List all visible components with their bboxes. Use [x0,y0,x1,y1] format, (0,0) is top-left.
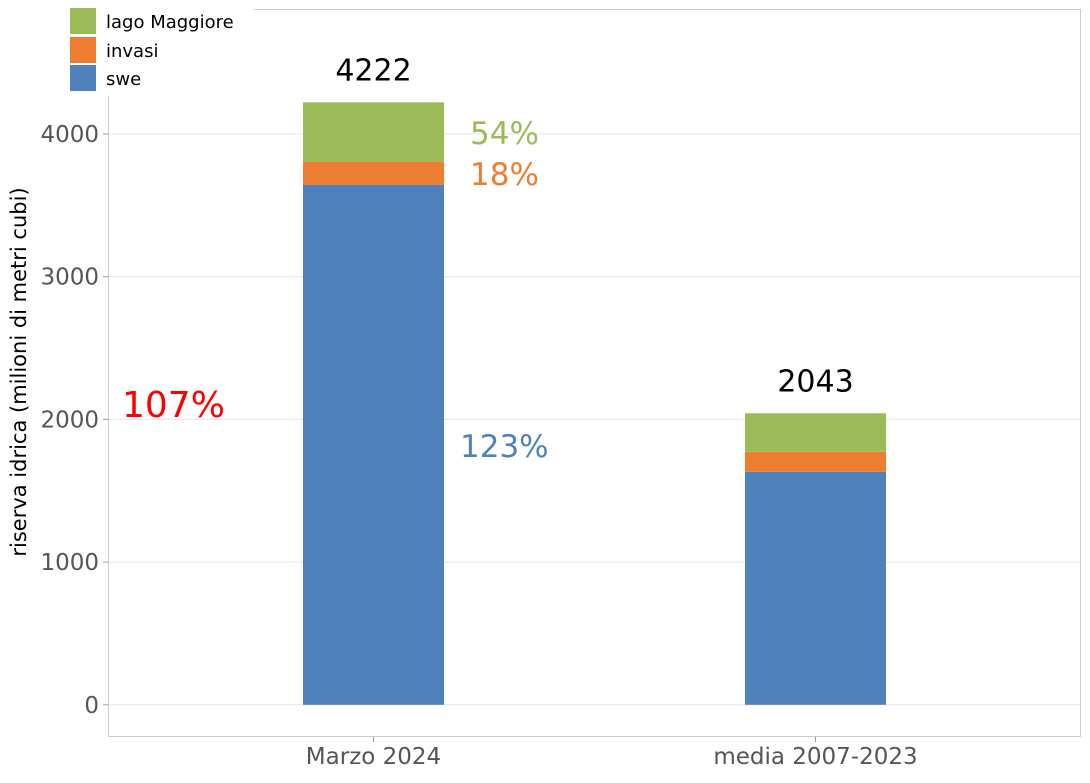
legend: lago Maggiore invasi swe [64,0,254,96]
y-tick-label: 1000 [40,550,99,576]
y-axis-ticks: 0 1000 2000 3000 4000 [40,122,108,719]
legend-swatch-lago [70,8,96,34]
bar-lago-maggiore [303,102,444,162]
legend-label-swe: swe [106,69,141,90]
plot-panel [108,9,1081,737]
legend-label-invasi: invasi [106,41,158,62]
x-axis-ticks: Marzo 2024 media 2007-2023 [306,737,918,770]
y-tick-label: 2000 [40,407,99,433]
bar-swe [745,471,886,705]
gridlines [109,133,1080,706]
y-tick-label: 3000 [40,265,99,291]
y-tick-label: 4000 [40,122,99,148]
annotation-invasi-pct: 18% [470,157,539,193]
legend-swatch-swe [70,65,96,91]
bars [303,102,886,705]
x-tick-label: media 2007-2023 [713,744,917,770]
legend-swatch-invasi [70,37,96,63]
annotation-swe-pct: 123% [460,429,549,465]
x-tick-label: Marzo 2024 [306,744,441,770]
legend-label-lago: lago Maggiore [106,12,234,33]
y-tick-label: 0 [84,693,99,719]
total-label: 4222 [335,53,411,88]
annotation-total-pct: 107% [122,385,225,426]
bar-invasi [745,451,886,472]
total-label: 2043 [777,364,853,399]
annotation-lago-pct: 54% [470,116,539,152]
total-labels: 4222 2043 [335,53,853,399]
bar-lago-maggiore [745,413,886,452]
y-axis-label: riserva idrica (milioni di metri cubi) [7,187,31,556]
bar-invasi [303,161,444,185]
bar-swe [303,184,444,705]
